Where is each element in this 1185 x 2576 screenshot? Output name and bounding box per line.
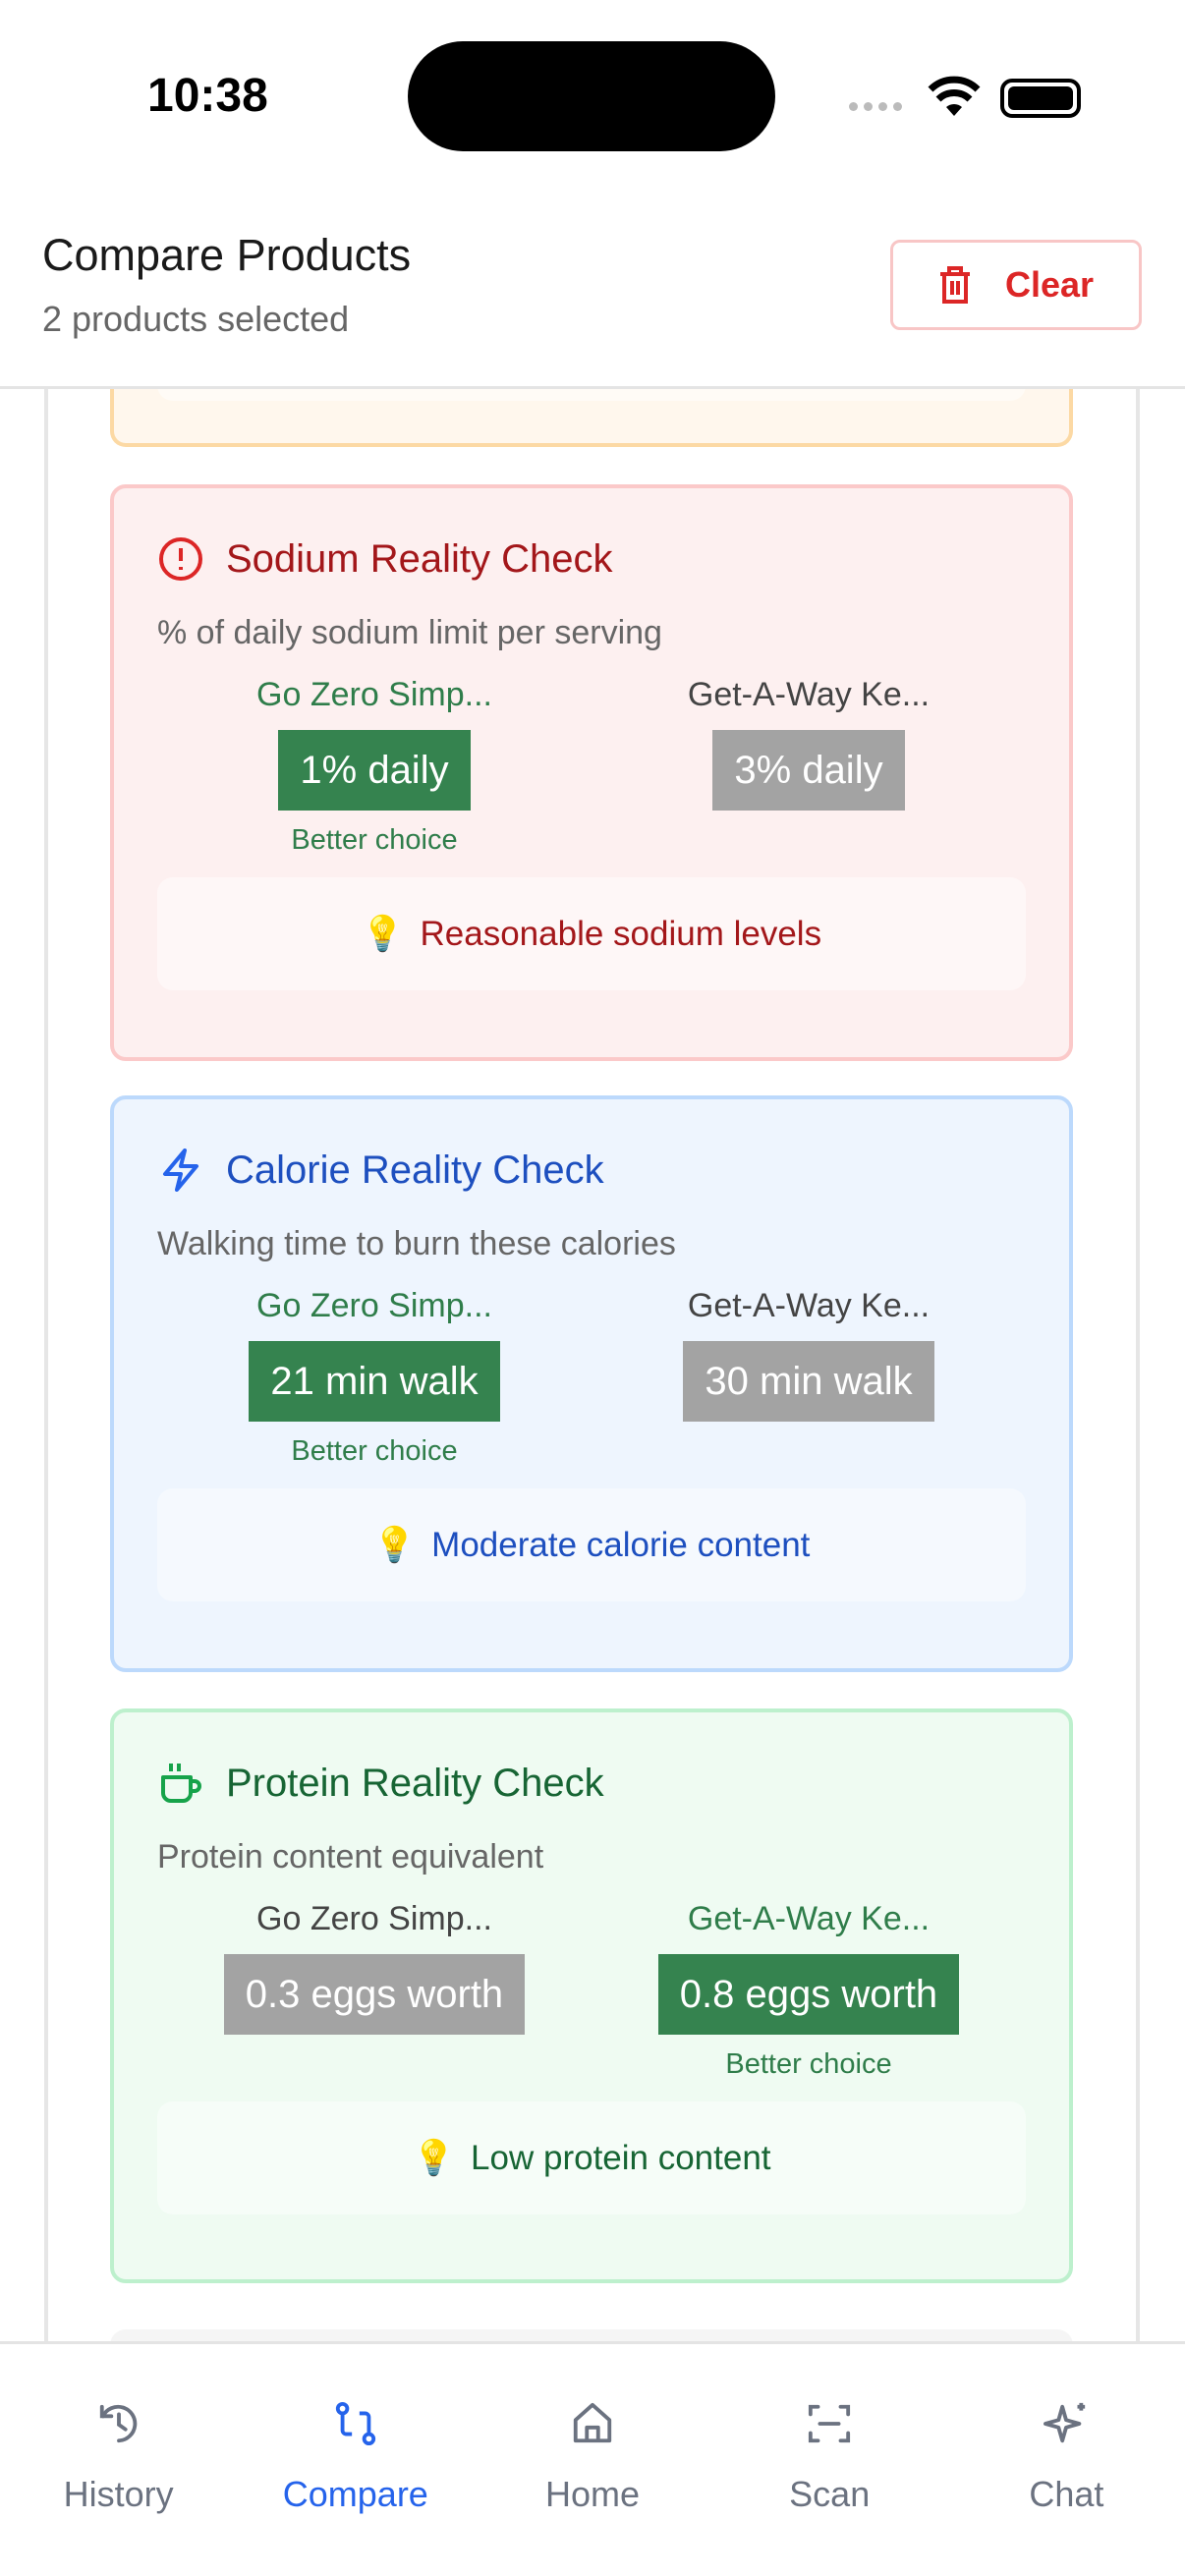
wifi-icon [928, 76, 981, 116]
nav-label: Home [544, 2474, 641, 2514]
product-column: Go Zero Simp... 0.3 eggs worth [157, 1900, 592, 2082]
nav-chat[interactable]: Chat [948, 2344, 1185, 2576]
product-column: Get-A-Way Ke... 0.8 eggs worth Better choi… [592, 1900, 1026, 2082]
product-name: Get-A-Way Ke... [687, 1287, 931, 1324]
value-badge: 1% daily [278, 730, 471, 811]
tip-text: Low protein content [471, 2138, 771, 2177]
selection-count: 2 products selected [42, 299, 350, 339]
page-header: Compare Products 2 products selected Cle… [0, 196, 1185, 389]
nav-label: Compare [282, 2474, 428, 2514]
tip-box: 💡 Reasonable sodium levels [157, 877, 1026, 990]
better-choice-label: Better choice [291, 1435, 458, 1467]
calorie-card: Calorie Reality Check Walking time to bu… [110, 1095, 1073, 1672]
product-name: Go Zero Simp... [256, 1287, 492, 1324]
tip-text: Reasonable sodium levels [420, 914, 822, 953]
product-column: Get-A-Way Ke... 3% daily [592, 676, 1026, 858]
nav-home[interactable]: Home [474, 2344, 710, 2576]
nav-label: Scan [789, 2474, 871, 2514]
status-bar: 10:38 [0, 0, 1185, 196]
lightbulb-icon: 💡 [412, 2139, 456, 2177]
value-badge: 30 min walk [683, 1341, 934, 1422]
card-subtitle: % of daily sodium limit per serving [157, 614, 662, 651]
product-column: Go Zero Simp... 21 min walk Better choice [157, 1287, 592, 1469]
card-title: Protein Reality Check [226, 1761, 604, 1805]
coffee-cup-icon [161, 1764, 201, 1803]
lightbulb-icon: 💡 [372, 1526, 417, 1564]
product-column: Go Zero Simp... 1% daily Better choice [157, 676, 592, 858]
sparkles-icon [1044, 2402, 1086, 2443]
card-subtitle: Protein content equivalent [157, 1838, 544, 1876]
alert-circle-icon [159, 537, 202, 581]
status-time: 10:38 [147, 70, 268, 122]
nav-label: History [63, 2474, 174, 2514]
tip-box: 💡 Moderate calorie content [157, 1488, 1026, 1601]
lightning-icon [163, 1148, 198, 1192]
value-badge: 21 min walk [249, 1341, 500, 1422]
value-badge: 0.3 eggs worth [223, 1954, 526, 2035]
product-name: Get-A-Way Ke... [687, 1900, 931, 1937]
tip-text: Moderate calorie content [431, 1525, 811, 1564]
nav-scan[interactable]: Scan [711, 2344, 948, 2576]
better-choice-label: Better choice [291, 824, 458, 856]
compare-icon [335, 2401, 375, 2446]
product-name: Get-A-Way Ke... [687, 676, 931, 713]
nav-history[interactable]: History [0, 2344, 237, 2576]
scan-icon [809, 2404, 851, 2443]
trash-icon [939, 266, 970, 304]
card-title: Sodium Reality Check [226, 536, 613, 581]
bottom-nav: History Compare Home Scan Chat [0, 2341, 1185, 2576]
nav-compare[interactable]: Compare [237, 2344, 474, 2576]
tip-box: 💡 Low protein content [157, 2101, 1026, 2214]
clear-label: Clear [1004, 264, 1095, 305]
signal-icon [849, 102, 902, 111]
product-column: Get-A-Way Ke... 30 min walk [592, 1287, 1026, 1469]
product-name: Go Zero Simp... [256, 1900, 492, 1937]
better-choice-label: Better choice [725, 2048, 892, 2080]
dynamic-island [408, 41, 775, 151]
card-title: Calorie Reality Check [226, 1148, 604, 1192]
value-badge: 3% daily [712, 730, 905, 811]
lightbulb-icon: 💡 [361, 915, 405, 953]
clear-button[interactable]: Clear [890, 240, 1142, 330]
history-icon [99, 2404, 137, 2443]
nav-label: Chat [1029, 2474, 1104, 2514]
product-name: Go Zero Simp... [256, 676, 492, 713]
card-subtitle: Walking time to burn these calories [157, 1225, 676, 1262]
value-badge: 0.8 eggs worth [657, 1954, 960, 2035]
sodium-card: Sodium Reality Check % of daily sodium l… [110, 484, 1073, 1061]
protein-card: Protein Reality Check Protein content eq… [110, 1708, 1073, 2283]
battery-icon [1000, 79, 1081, 118]
page-title: Compare Products [42, 230, 412, 280]
home-icon [573, 2402, 612, 2443]
